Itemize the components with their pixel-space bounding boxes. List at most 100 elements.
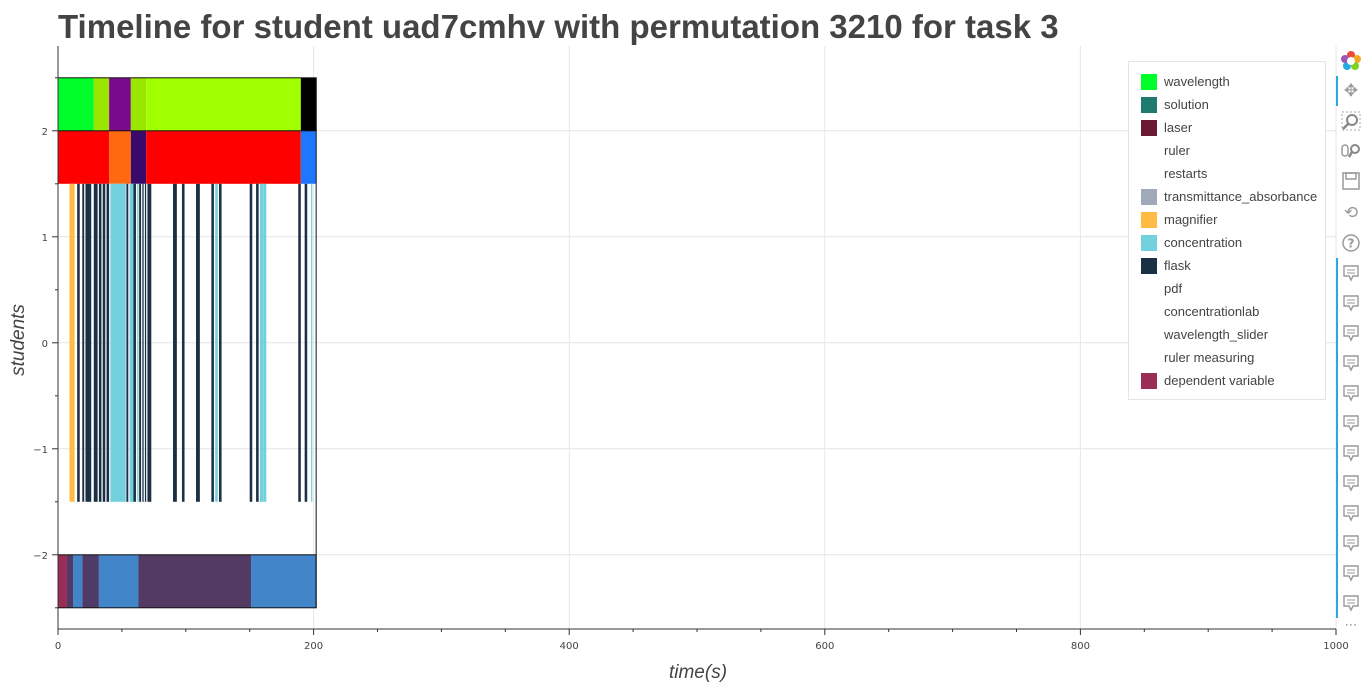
timeline-segment <box>249 183 253 502</box>
chart-title: Timeline for student uad7cmhv with permu… <box>58 8 1059 45</box>
legend-item[interactable]: concentrationlab <box>1129 300 1325 323</box>
save-icon[interactable] <box>1340 170 1362 192</box>
hover-tool-icon[interactable] <box>1340 412 1362 434</box>
legend-item[interactable]: laser <box>1129 116 1325 139</box>
svg-text:?: ? <box>1348 237 1355 251</box>
x-tick-label: 1000 <box>1323 641 1348 652</box>
legend-item[interactable]: transmittance_absorbance <box>1129 185 1325 208</box>
legend-item[interactable]: ruler measuring <box>1129 346 1325 369</box>
timeline-segment <box>196 183 200 502</box>
legend-item[interactable]: solution <box>1129 93 1325 116</box>
hover-tool-icon[interactable] <box>1340 532 1362 554</box>
legend-label: concentrationlab <box>1164 304 1260 319</box>
timeline-segment <box>85 183 92 502</box>
axes: 0 200 400 600 800 1000 −2 −1 0 1 2 <box>33 46 1349 652</box>
toolbar-active-indicator <box>1336 76 1338 106</box>
legend-swatch <box>1141 73 1157 90</box>
x-axis-title: time(s) <box>669 662 727 683</box>
legend-item[interactable]: ruler <box>1129 139 1325 162</box>
legend-label: solution <box>1164 97 1209 112</box>
legend-item[interactable]: flask <box>1129 254 1325 277</box>
timeline-segment <box>109 130 131 184</box>
hover-tool-icon[interactable] <box>1340 322 1362 344</box>
timeline-segment <box>93 77 110 131</box>
timeline-segment <box>129 183 134 502</box>
timeline-segment <box>102 183 106 502</box>
hover-tool-icon[interactable] <box>1340 292 1362 314</box>
y-tick-label: 0 <box>42 339 48 350</box>
x-tick-label: 200 <box>304 641 323 652</box>
legend-label: ruler <box>1164 143 1191 158</box>
timeline-segment <box>98 183 102 502</box>
wheel-zoom-icon[interactable] <box>1340 140 1362 162</box>
timeline-segment <box>130 77 147 131</box>
legend-label: wavelength <box>1164 74 1230 89</box>
hover-tool-icon[interactable] <box>1340 592 1362 614</box>
timeline-segment <box>58 130 110 184</box>
hover-tool-icon[interactable] <box>1340 262 1362 284</box>
hover-tool-icon[interactable] <box>1340 472 1362 494</box>
timeline-segment <box>137 183 139 502</box>
pan-icon[interactable]: ✥ <box>1343 81 1359 101</box>
legend-swatch <box>1141 211 1157 228</box>
timeline-segment <box>211 183 214 502</box>
help-icon[interactable]: ? <box>1340 232 1362 254</box>
timeline-segment <box>263 183 267 502</box>
legend-item[interactable]: restarts <box>1129 162 1325 185</box>
legend-label: wavelength_slider <box>1164 327 1269 342</box>
timeline-segment <box>300 77 317 131</box>
timeline-segment <box>250 554 317 608</box>
timeline-segment <box>133 183 136 502</box>
hover-tool-icon[interactable] <box>1340 352 1362 374</box>
timeline-segment <box>106 183 110 502</box>
timeline-bars <box>57 77 317 609</box>
hover-tool-icon[interactable] <box>1340 442 1362 464</box>
legend: wavelength solution laser ruler restarts tran… <box>1128 61 1326 400</box>
legend-label: magnifier <box>1164 212 1218 227</box>
timeline-segment <box>109 77 131 131</box>
legend-swatch <box>1141 188 1157 205</box>
more-tools-icon[interactable]: ⋯ <box>1344 617 1358 633</box>
legend-item[interactable]: wavelength <box>1129 70 1325 93</box>
y-tick-label: −1 <box>33 445 48 456</box>
legend-item[interactable]: pdf <box>1129 277 1325 300</box>
box-zoom-icon[interactable] <box>1340 110 1362 132</box>
legend-label: concentration <box>1164 235 1243 250</box>
timeline-segment <box>58 77 94 131</box>
legend-label: restarts <box>1164 166 1208 181</box>
legend-item[interactable]: magnifier <box>1129 208 1325 231</box>
legend-item[interactable]: dependent variable <box>1129 369 1325 392</box>
legend-label: ruler measuring <box>1164 350 1255 365</box>
timeline-segment <box>126 183 129 502</box>
legend-item[interactable]: wavelength_slider <box>1129 323 1325 346</box>
timeline-segment <box>66 554 74 608</box>
hover-tool-icon[interactable] <box>1340 562 1362 584</box>
timeline-segment <box>219 183 222 502</box>
legend-item[interactable]: concentration <box>1129 231 1325 254</box>
legend-swatch <box>1141 349 1157 366</box>
y-axis-title: students <box>8 304 29 376</box>
legend-label: pdf <box>1164 281 1183 296</box>
legend-label: flask <box>1164 258 1191 273</box>
timeline-segment <box>146 77 301 131</box>
x-tick-label: 600 <box>815 641 834 652</box>
timeline-segment <box>173 183 177 502</box>
bokeh-logo-icon[interactable] <box>1340 50 1362 72</box>
timeline-segment <box>300 130 317 184</box>
reset-icon[interactable]: ⟲ <box>1343 203 1359 223</box>
timeline-segment <box>73 554 83 608</box>
hover-tool-icon[interactable] <box>1340 382 1362 404</box>
legend-swatch <box>1141 234 1157 251</box>
legend-label: transmittance_absorbance <box>1164 189 1318 204</box>
legend-swatch <box>1141 326 1157 343</box>
y-tick-label: 2 <box>42 127 48 138</box>
x-tick-label: 400 <box>560 641 579 652</box>
timeline-segment <box>259 183 264 502</box>
legend-swatch <box>1141 119 1157 136</box>
x-tick-label: 0 <box>55 641 61 652</box>
legend-swatch <box>1141 96 1157 113</box>
legend-swatch <box>1141 142 1157 159</box>
hover-tool-icon[interactable] <box>1340 502 1362 524</box>
timeline-segment <box>146 130 301 184</box>
